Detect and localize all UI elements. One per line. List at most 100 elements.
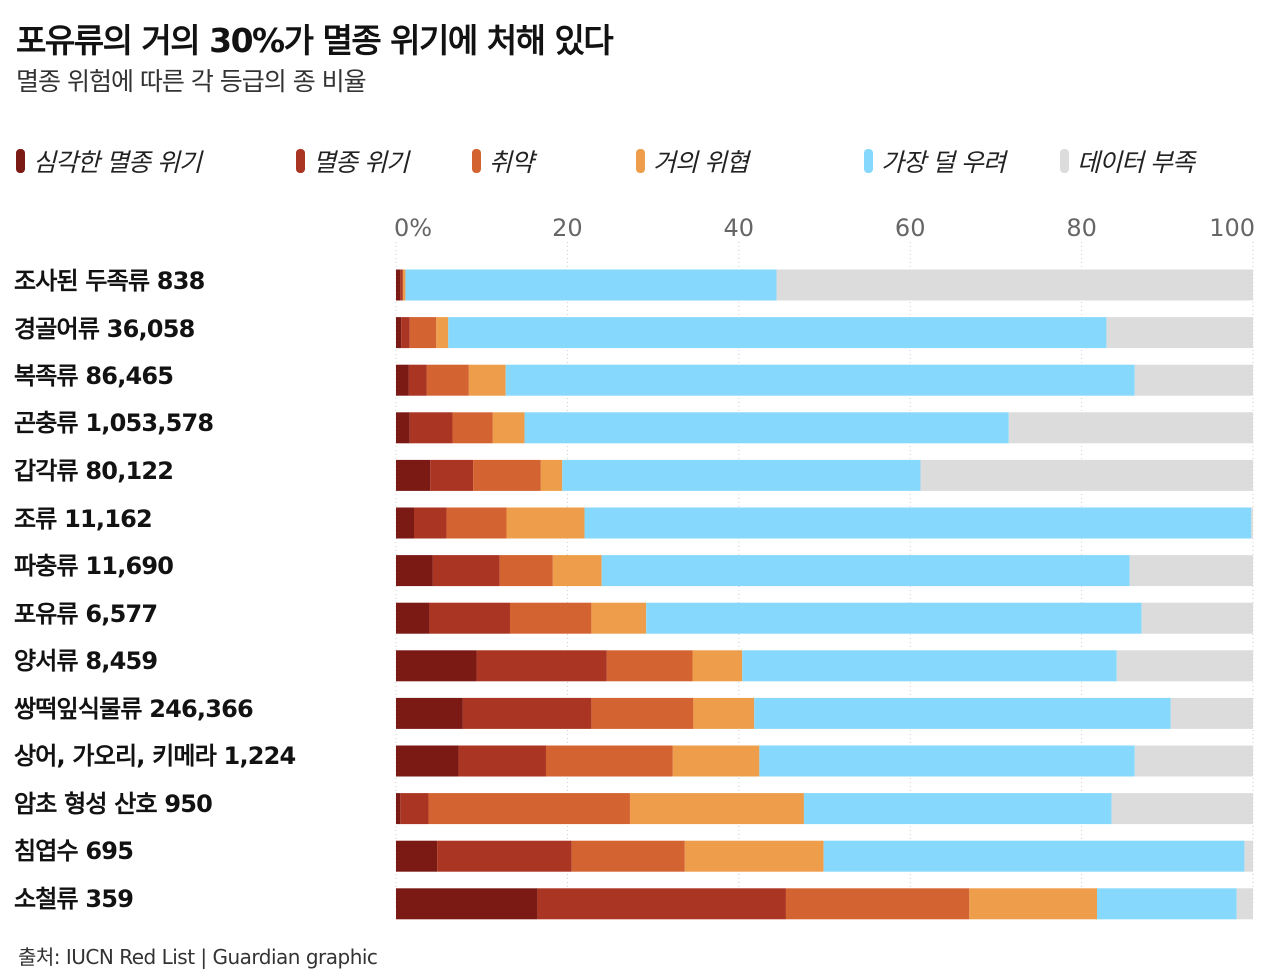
bar-segment xyxy=(428,793,630,825)
row-label-insects: 곤충류 1,053,578 xyxy=(14,408,214,437)
legend-swatch xyxy=(1060,149,1069,173)
bar-segment xyxy=(1134,364,1253,396)
bar-segment xyxy=(785,888,970,920)
bar-segment xyxy=(1141,602,1253,634)
legend-swatch xyxy=(472,149,481,173)
bar-segment xyxy=(409,317,437,349)
bar-segment xyxy=(396,650,477,682)
legend-item-least-concern: 가장 덜 우려 xyxy=(864,143,1006,179)
bar-segment xyxy=(506,507,585,539)
row-label-mammals: 포유류 6,577 xyxy=(14,599,158,628)
row-label-sharks-rays-chimaeras: 상어, 가오리, 키메라 1,224 xyxy=(14,741,296,770)
legend-item-endangered: 멸종 위기 xyxy=(296,143,409,179)
bar-segment xyxy=(413,507,447,539)
row-label-bony-fish: 경골어류 36,058 xyxy=(14,314,195,343)
row-label-gastropods: 복족류 86,465 xyxy=(14,361,174,390)
legend-item-data-deficient: 데이터 부족 xyxy=(1060,143,1195,179)
bar-segment xyxy=(562,459,921,491)
legend-label: 데이터 부족 xyxy=(1077,148,1195,177)
bar-segment xyxy=(429,602,510,634)
bar-segment xyxy=(401,317,410,349)
bar-segment xyxy=(803,793,1112,825)
bar-segment xyxy=(448,317,1107,349)
bar-segment xyxy=(473,459,541,491)
bar-segment xyxy=(426,364,469,396)
bar-segment xyxy=(584,507,1252,539)
bar-segment xyxy=(545,745,673,777)
bar-segment xyxy=(1134,745,1253,777)
bar-segment xyxy=(400,793,429,825)
legend-item-near-threatened: 거의 위협 xyxy=(636,143,749,179)
bar-segment xyxy=(693,697,755,729)
bar-segment xyxy=(742,650,1117,682)
bar-segment xyxy=(1111,793,1253,825)
bar-segment xyxy=(396,507,414,539)
bar-segment xyxy=(408,364,427,396)
bar-segment xyxy=(1116,650,1253,682)
bar-segment xyxy=(505,364,1135,396)
bar-segment xyxy=(396,317,402,349)
bar-segment xyxy=(1097,888,1237,920)
bar-segment xyxy=(405,269,777,301)
legend-label: 취약 xyxy=(489,148,534,177)
bar-segment xyxy=(452,412,493,444)
bar-segment xyxy=(776,269,1253,301)
x-tick-label: 80 xyxy=(1066,214,1097,242)
bar-segment xyxy=(396,364,409,396)
bar-segment xyxy=(754,697,1171,729)
bar-segment xyxy=(591,697,694,729)
bar-segment xyxy=(684,840,824,872)
bar-segment xyxy=(468,364,506,396)
row-label-birds: 조류 11,162 xyxy=(14,504,153,533)
legend-item-vulnerable: 취약 xyxy=(472,143,534,179)
bar-segment xyxy=(629,793,804,825)
bar-segment xyxy=(692,650,743,682)
x-tick-label: 0% xyxy=(394,214,432,242)
legend: 심각한 멸종 위기 멸종 위기 취약 거의 위협 가장 덜 우려 데이터 부족 xyxy=(0,143,1266,183)
row-label-cycads: 소철류 359 xyxy=(14,884,134,913)
bar-segment xyxy=(430,459,474,491)
legend-swatch xyxy=(16,149,25,173)
bar-segment xyxy=(396,840,438,872)
x-tick-label: 100 xyxy=(1209,214,1255,242)
bar-segment xyxy=(476,650,607,682)
legend-label: 심각한 멸종 위기 xyxy=(33,148,202,177)
bar-segment xyxy=(601,555,1130,587)
x-tick-label: 60 xyxy=(895,214,926,242)
legend-swatch xyxy=(636,149,645,173)
row-label-dicots: 쌍떡잎식물류 246,366 xyxy=(14,694,254,723)
bar-segment xyxy=(432,555,500,587)
bar-segment xyxy=(396,793,401,825)
bar-segment xyxy=(462,697,592,729)
bar-segment xyxy=(396,745,459,777)
bar-segment xyxy=(409,412,453,444)
row-label-reptiles: 파충류 11,690 xyxy=(14,551,174,580)
x-tick-label: 40 xyxy=(724,214,755,242)
bar-segment xyxy=(759,745,1135,777)
bar-segment xyxy=(1008,412,1253,444)
bar-segment xyxy=(1106,317,1253,349)
x-tick-label: 20 xyxy=(552,214,583,242)
legend-label: 멸종 위기 xyxy=(313,148,409,177)
bar-segment xyxy=(396,888,538,920)
bar-segment xyxy=(509,602,592,634)
bar-segment xyxy=(672,745,760,777)
bar-segment xyxy=(437,840,572,872)
bar-segment xyxy=(646,602,1142,634)
legend-label: 거의 위협 xyxy=(653,148,749,177)
bar-segment xyxy=(969,888,1098,920)
legend-item-critically-endangered: 심각한 멸종 위기 xyxy=(16,143,202,179)
source-credit: 출처: IUCN Red List | Guardian graphic xyxy=(18,945,378,969)
bar-segment xyxy=(396,697,463,729)
bar-segment xyxy=(446,507,507,539)
bar-segment xyxy=(402,269,406,301)
bar-segment xyxy=(1251,507,1253,539)
row-label-reef-corals: 암초 형성 산호 950 xyxy=(14,789,213,818)
bar-segment xyxy=(552,555,602,587)
legend-label: 가장 덜 우려 xyxy=(881,148,1006,177)
chart-title: 포유류의 거의 30%가 멸종 위기에 처해 있다 xyxy=(16,21,614,60)
bar-segment xyxy=(823,840,1245,872)
bar-segment xyxy=(920,459,1253,491)
row-label-cephalopods: 조사된 두족류 838 xyxy=(14,266,205,295)
bar-segment xyxy=(1129,555,1253,587)
